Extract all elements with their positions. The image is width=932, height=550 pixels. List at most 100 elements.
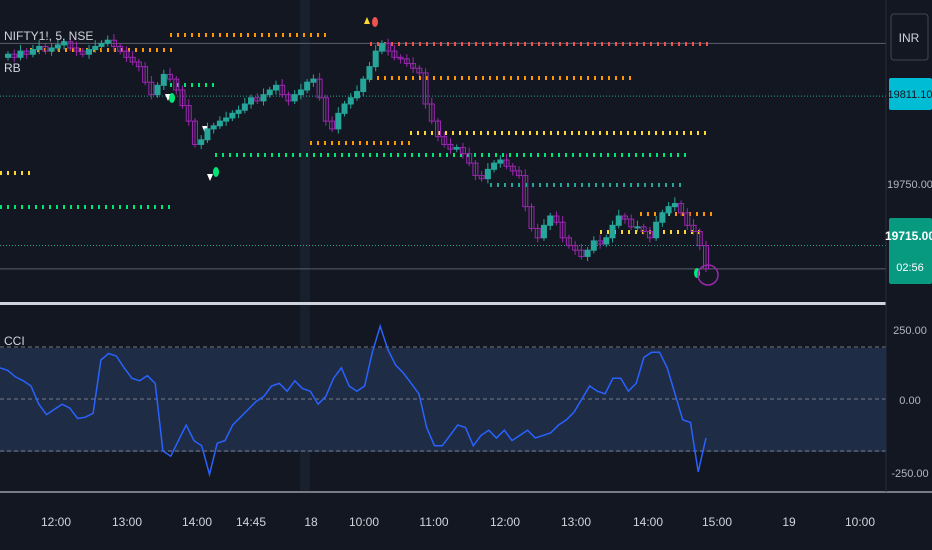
time-axis-label: 12:00 [490,515,520,529]
signal-dot [107,48,109,52]
signal-dot [678,42,680,46]
signal-dot [710,212,712,216]
price-level-lines [0,42,886,270]
signal-dot [574,183,576,187]
signal-dot [614,153,616,157]
time-axis-divider [0,491,932,493]
signal-dot [345,141,347,145]
signal-dot [641,131,643,135]
signal-dot [566,76,568,80]
cci-axis-label-bottom: -250.00 [891,468,928,480]
signal-dot [628,153,630,157]
time-axis-label: 10:00 [845,515,875,529]
signal-dot [658,183,660,187]
signal-dot [191,33,193,37]
candle-body [285,94,292,102]
candle-body [491,162,498,170]
symbol-title[interactable]: NIFTY1!, 5, NSE [4,29,93,43]
candle-body [534,227,541,239]
signal-dot [359,141,361,145]
candle-body [509,165,516,172]
signal-dot [546,183,548,187]
candle-body [266,89,273,96]
time-axis-label: 19 [782,515,796,529]
signal-dot [706,42,708,46]
signal-dot [324,141,326,145]
signal-dot [543,131,545,135]
signal-dot [306,153,308,157]
signal-dot [418,153,420,157]
signal-dot [606,131,608,135]
signal-dot [261,33,263,37]
signal-dot [77,205,79,209]
signal-dot [580,76,582,80]
signal-dot [669,131,671,135]
level-price-label: 19811.10 [887,89,932,101]
time-axis[interactable]: 12:00 13:00 14:00 14:45 18 10:00 11:00 12:00 13:… [41,515,875,529]
signal-dot [391,76,393,80]
signal-dot [664,42,666,46]
rb-indicator-label[interactable]: RB [4,61,21,75]
panel-divider[interactable] [0,302,886,305]
signal-dot [373,141,375,145]
signal-dot [495,153,497,157]
signal-dot [630,183,632,187]
signal-dot [327,153,329,157]
signal-dot [177,33,179,37]
candle-body [316,78,323,99]
signal-dot [299,153,301,157]
signal-dot [600,153,602,157]
signal-dot [417,131,419,135]
signal-dot [58,48,60,52]
signal-dot [566,42,568,46]
candle-body [472,162,479,177]
signal-dot [599,131,601,135]
candle-body [416,67,423,74]
signal-dot [553,183,555,187]
candle-body [154,84,161,96]
signal-dot [271,153,273,157]
signal-dot [503,42,505,46]
signal-dot [275,33,277,37]
signal-dot [480,131,482,135]
candle-body [484,168,491,180]
signal-dot [487,131,489,135]
currency-button[interactable]: INR [890,13,929,61]
signal-dot [475,76,477,80]
signal-dot [594,42,596,46]
signal-dot [649,153,651,157]
candle-body [646,231,653,239]
signal-dot [473,131,475,135]
signal-dot [627,131,629,135]
candle-body [354,91,360,99]
signal-drop [372,17,378,27]
candle-body [73,47,80,52]
signal-dot [154,205,156,209]
candle-body [204,128,211,141]
cci-axis-label-mid: 0.00 [899,395,920,407]
candle-body [341,103,348,114]
signal-dot [538,76,540,80]
signal-dot [489,42,491,46]
signal-dot [70,205,72,209]
candle-body [360,78,367,93]
candle-body [659,212,666,223]
candle-body [628,218,635,228]
signal-dot [433,76,435,80]
signal-dot [446,153,448,157]
signal-dot [247,33,249,37]
cci-indicator-label[interactable]: CCI [4,334,25,348]
signal-dot [426,76,428,80]
candle-body [48,47,55,52]
signal-dot [236,153,238,157]
candle-body [397,56,404,60]
signal-dot [391,42,393,46]
signal-dot [670,230,672,234]
signal-dot [390,153,392,157]
signal-dot [629,42,631,46]
signal-dot [268,33,270,37]
signal-dot [191,83,193,87]
signal-dot [697,131,699,135]
signal-dot [133,205,135,209]
